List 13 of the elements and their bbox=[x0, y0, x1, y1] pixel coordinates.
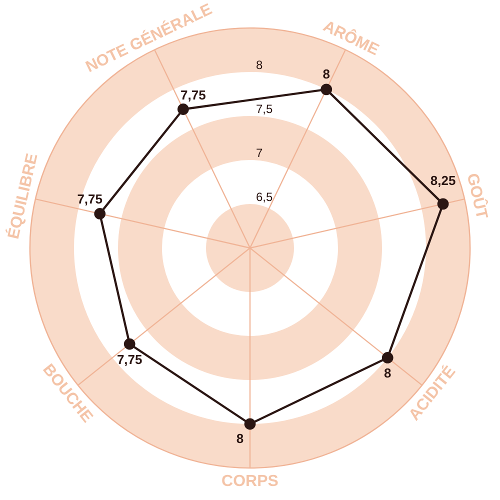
data-label: 8,25 bbox=[430, 172, 456, 188]
data-label: 8 bbox=[322, 66, 330, 82]
data-label: 8 bbox=[384, 366, 392, 381]
data-label: 7,75 bbox=[180, 87, 206, 102]
y-tick-label: 7,5 bbox=[256, 102, 274, 116]
spoke-label: GOÛT bbox=[463, 171, 492, 221]
data-label: 8 bbox=[236, 431, 244, 446]
spoke-label: CORPS bbox=[222, 473, 279, 490]
y-tick-label: 8 bbox=[256, 58, 263, 72]
data-label: 7,75 bbox=[116, 352, 142, 368]
y-tick-label: 6,5 bbox=[256, 190, 274, 204]
y-tick-label: 7 bbox=[256, 146, 263, 160]
data-label: 7,75 bbox=[77, 192, 103, 207]
